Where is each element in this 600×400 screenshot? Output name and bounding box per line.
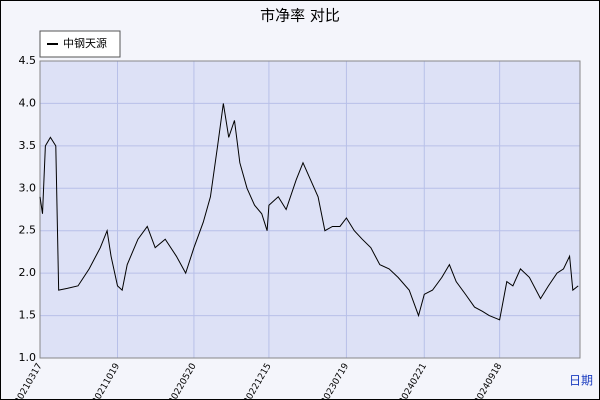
chart-title: 市净率 对比 <box>260 7 340 25</box>
y-tick-label: 2.5 <box>19 224 37 237</box>
y-tick-label: 1.0 <box>19 351 37 364</box>
series-line <box>39 103 579 321</box>
plot-border <box>39 60 581 359</box>
plot-area <box>40 61 580 358</box>
y-tick-label: 2.0 <box>19 266 37 279</box>
legend-label: 中钢天源 <box>63 36 107 50</box>
y-tick-label: 3.5 <box>19 139 37 152</box>
y-tick-label: 1.5 <box>19 309 37 322</box>
legend <box>39 30 121 58</box>
y-tick-label: 4.5 <box>19 54 37 67</box>
x-axis-label: 日期 <box>569 374 593 388</box>
y-tick-label: 4.0 <box>19 96 37 109</box>
y-tick-label: 3.0 <box>19 181 37 194</box>
